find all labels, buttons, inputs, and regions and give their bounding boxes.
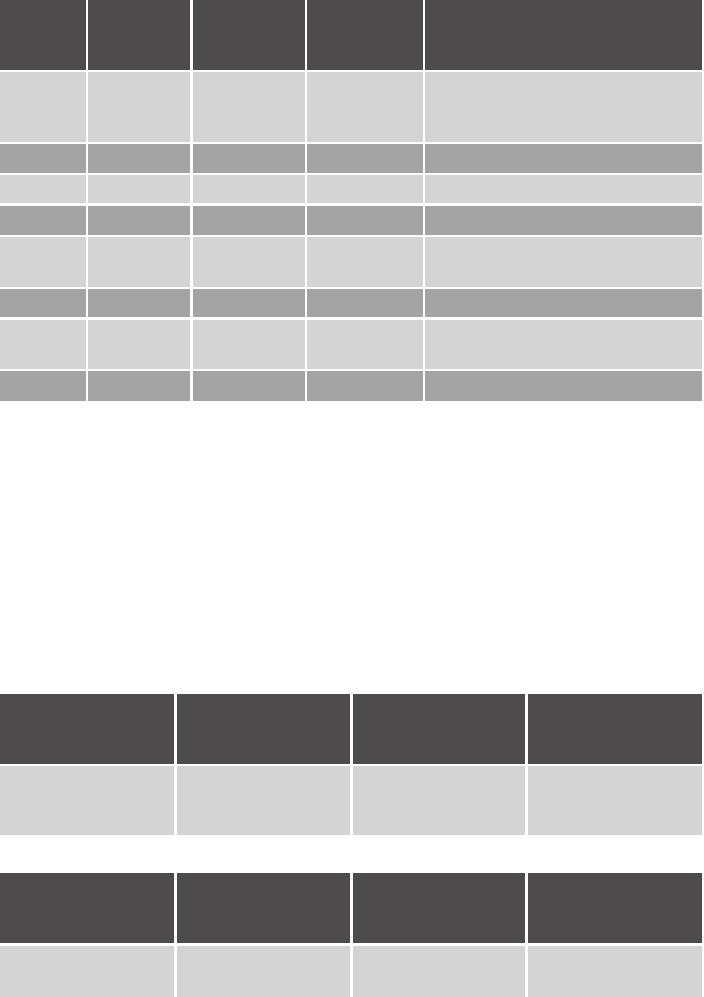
table-1-cell xyxy=(88,371,190,401)
table-1-cell xyxy=(88,237,190,287)
table-2-cell xyxy=(528,766,702,835)
table-3-cell xyxy=(177,946,350,997)
table-2-header-cell xyxy=(177,694,350,764)
table-1-cell xyxy=(425,72,702,142)
table-1-cell xyxy=(425,175,702,203)
table-3-cell xyxy=(353,946,525,997)
table-1-header-cell xyxy=(0,0,86,70)
table-1-cell xyxy=(88,320,190,369)
table-1-cell xyxy=(0,289,86,317)
table-1-cell xyxy=(193,320,305,369)
table-2-cell xyxy=(177,766,350,835)
table-1-cell xyxy=(0,206,86,235)
table-1-cell xyxy=(193,237,305,287)
table-1-cell xyxy=(193,144,305,173)
table-1-cell xyxy=(425,144,702,173)
table-2-cell xyxy=(0,766,174,835)
table-1-cell xyxy=(0,237,86,287)
table-1-header-cell xyxy=(307,0,423,70)
table-1-cell xyxy=(307,206,423,235)
table-1-cell xyxy=(307,320,423,369)
table-1-cell xyxy=(307,289,423,317)
table-1-cell xyxy=(307,144,423,173)
table-1-cell xyxy=(307,237,423,287)
table-1-cell xyxy=(425,206,702,235)
table-1-cell xyxy=(88,72,190,142)
table-1-cell xyxy=(0,175,86,203)
table-3-header-cell xyxy=(528,873,702,943)
table-3-cell xyxy=(0,946,174,997)
table-1-cell xyxy=(425,320,702,369)
table-1-header-cell xyxy=(88,0,190,70)
table-1-cell xyxy=(193,371,305,401)
table-2-header-cell xyxy=(353,694,525,764)
table-3-header-cell xyxy=(177,873,350,943)
table-1-cell xyxy=(0,320,86,369)
table-1-cell xyxy=(307,72,423,142)
table-1-cell xyxy=(193,206,305,235)
table-1-cell xyxy=(0,371,86,401)
table-1-cell xyxy=(425,237,702,287)
table-1-cell xyxy=(307,175,423,203)
table-1-cell xyxy=(307,371,423,401)
table-1-cell xyxy=(0,144,86,173)
table-2-cell xyxy=(353,766,525,835)
table-1-cell xyxy=(88,206,190,235)
table-1-cell xyxy=(88,144,190,173)
table-1-cell xyxy=(193,72,305,142)
table-1-header-cell xyxy=(425,0,702,70)
table-2-header-cell xyxy=(528,694,702,764)
table-1-cell xyxy=(88,175,190,203)
table-1-cell xyxy=(88,289,190,317)
table-1-cell xyxy=(193,175,305,203)
table-1-cell xyxy=(425,371,702,401)
table-3-cell xyxy=(528,946,702,997)
table-1-header-cell xyxy=(193,0,305,70)
table-1-cell xyxy=(0,72,86,142)
table-1-cell xyxy=(193,289,305,317)
table-1-cell xyxy=(425,289,702,317)
table-3-header-cell xyxy=(0,873,174,943)
table-2-header-cell xyxy=(0,694,174,764)
table-3-header-cell xyxy=(353,873,525,943)
